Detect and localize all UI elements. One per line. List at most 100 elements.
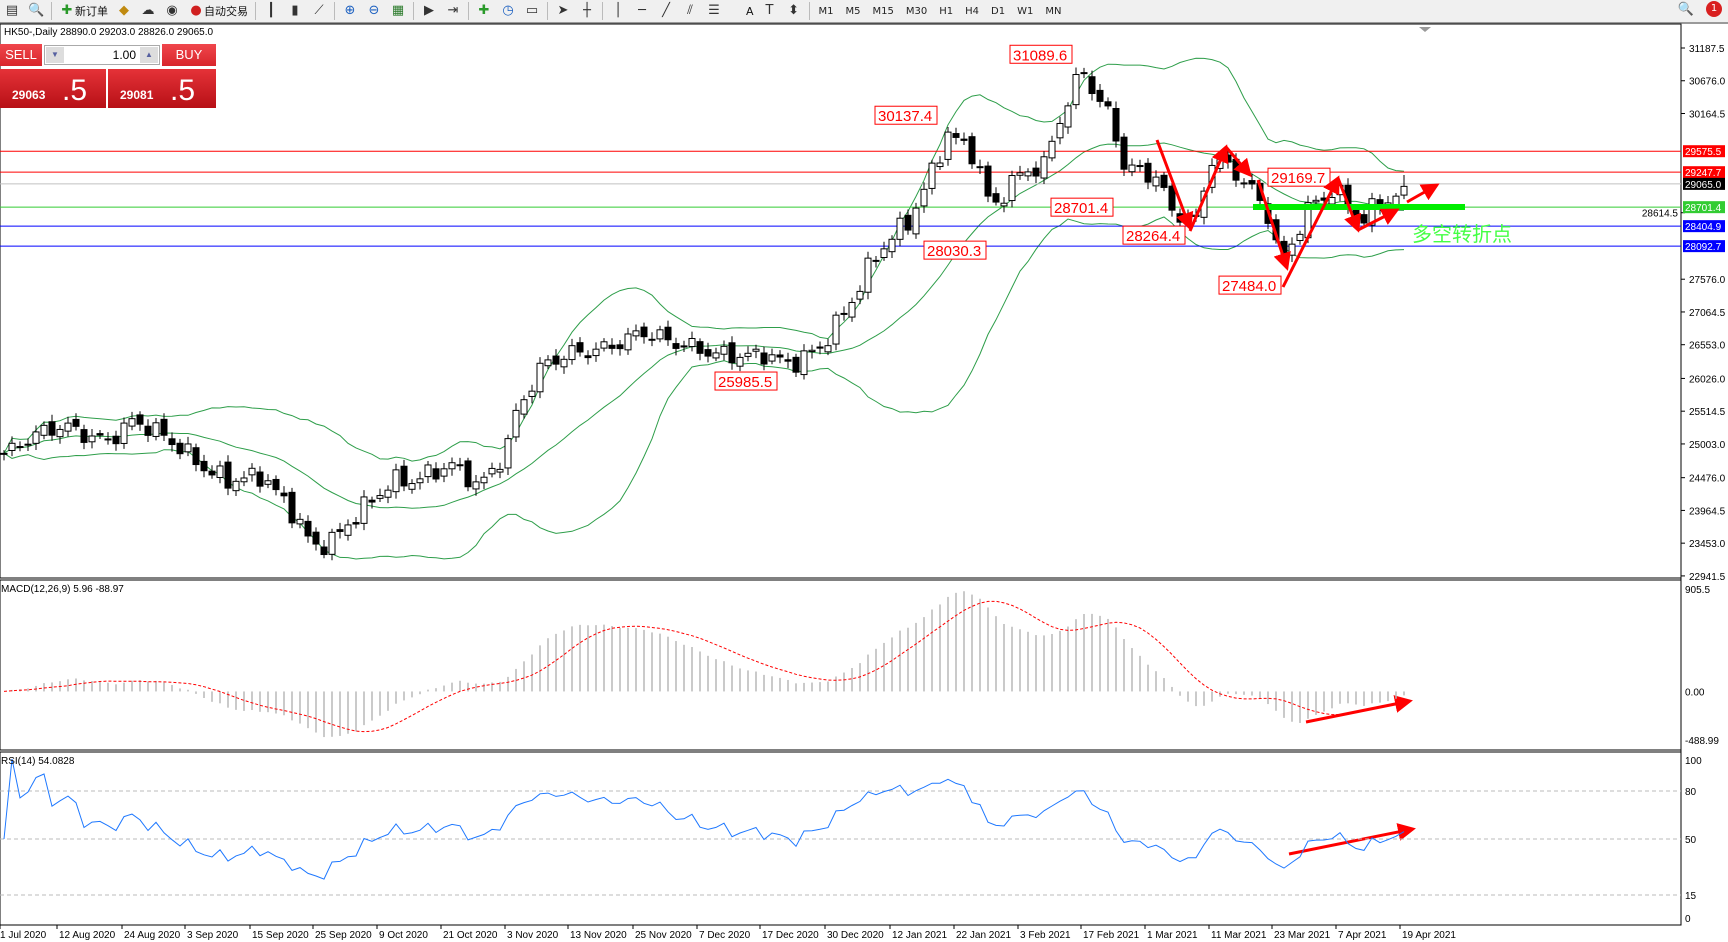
date-label: 15 Sep 2020 [252, 930, 309, 941]
candle-bull [1288, 243, 1296, 256]
sell-price-box[interactable]: 29063 .5 [0, 69, 106, 108]
toolbar-separator [602, 2, 603, 20]
buy-price-box[interactable]: 29081 .5 [108, 69, 216, 108]
candle-bear [776, 354, 784, 358]
equidistant-channel-icon: ⫽ [687, 3, 693, 18]
candle-bull [928, 162, 936, 189]
macd-tick-zero: 0.00 [1685, 687, 1705, 698]
expert-button[interactable]: ◆ [112, 1, 136, 21]
timeframe-d1[interactable]: D1 [991, 5, 1006, 17]
trendline-button[interactable]: ╱ [654, 1, 678, 21]
price-line-tag [1683, 145, 1725, 158]
chart-shift-button[interactable]: ⇥ [441, 1, 465, 21]
price-tick-label: 24476.0 [1689, 474, 1726, 485]
candle-bull [864, 257, 872, 293]
timeframe-m5[interactable]: M5 [845, 5, 861, 17]
support-annotation-box [1050, 197, 1114, 217]
tile-windows-button[interactable]: ▦ [386, 1, 410, 21]
text-button[interactable]: A [726, 1, 758, 21]
candle-bull [648, 338, 656, 341]
search-icon[interactable]: 🔍 [1677, 2, 1694, 17]
bar-chart-button[interactable]: ┃ [259, 1, 283, 21]
price-tick-label: 28614.5 [1642, 209, 1679, 220]
zoom-out-button[interactable]: ⊖ [362, 1, 386, 21]
timeframe-w1[interactable]: W1 [1017, 5, 1034, 17]
text-label-button[interactable]: T [758, 1, 782, 21]
horizontal-line-button[interactable]: ─ [630, 1, 654, 21]
price-tick-label: 22941.5 [1689, 572, 1726, 583]
cursor-button[interactable]: ➤ [551, 1, 575, 21]
date-label: 11 Mar 2021 [1211, 930, 1267, 941]
rsi-line [3, 758, 1405, 880]
timeframe-m30[interactable]: M30 [905, 5, 928, 17]
candle-bull [1240, 182, 1248, 185]
equidistant-channel-button[interactable]: ⫽ [678, 1, 702, 21]
candle-bear [704, 349, 712, 357]
zoom-in-button[interactable]: ⊕ [338, 1, 362, 21]
increase-volume-button[interactable]: ▲ [140, 47, 158, 63]
candle-bear [784, 359, 792, 362]
fibonacci-button[interactable]: ☰ [702, 1, 726, 21]
arrows-button[interactable]: ⬍ [782, 1, 806, 21]
buy-button[interactable]: BUY [162, 44, 216, 66]
toolbar-label: 自动交易 [204, 5, 248, 18]
candle-bull [488, 467, 496, 475]
candle-bull [536, 362, 544, 393]
templates-icon: ▭ [525, 3, 539, 18]
auto-trading-button[interactable]: ● 自动交易 [184, 1, 252, 21]
low-annotation-label: 25985.5 [718, 374, 772, 391]
template-button[interactable]: 🔍 [24, 1, 48, 21]
price-tick-label: 26553.0 [1689, 341, 1726, 352]
candle-bull [840, 312, 848, 315]
periods-button[interactable]: ◷ [496, 1, 520, 21]
candle-bull [1024, 171, 1032, 177]
notification-badge[interactable]: 1 [1706, 1, 1722, 17]
volume-input[interactable]: 1.00 [112, 48, 136, 62]
line-chart-button[interactable]: ⟋ [307, 1, 331, 21]
candle-bear [96, 433, 104, 436]
timeframe-m1[interactable]: M1 [818, 5, 834, 17]
volume-stepper[interactable]: ▼ 1.00 ▲ [44, 45, 160, 65]
candle-bear [280, 492, 288, 497]
candle-bear [1088, 76, 1096, 95]
signal-button[interactable]: ◉ [160, 1, 184, 21]
timeframe-mn[interactable]: MN [1045, 5, 1062, 17]
new-order-button[interactable]: ✚ 新订单 [55, 1, 112, 21]
autoscroll-button[interactable]: ▶ [417, 1, 441, 21]
candlestick-button[interactable]: ▮ [283, 1, 307, 21]
candle-bull [232, 480, 240, 492]
candle-bull [248, 467, 256, 476]
price-line-tag [1683, 177, 1725, 190]
candle-bull [496, 468, 504, 473]
price-line-tag [1683, 166, 1725, 179]
history-button[interactable]: ☁ [136, 1, 160, 21]
candle-bear [304, 520, 312, 537]
candle-bull [1328, 197, 1336, 205]
buy-price-fraction: .5 [170, 74, 196, 107]
candle-bull [64, 422, 72, 432]
candle-bear [368, 499, 376, 503]
new-chart-button[interactable]: ▤ [0, 1, 24, 21]
bollinger-upper-band [3, 57, 1405, 462]
vertical-line-button[interactable]: │ [606, 1, 630, 21]
date-label: 3 Nov 2020 [507, 930, 559, 941]
candle-bull [360, 496, 368, 524]
timeframe-h1[interactable]: H1 [939, 5, 954, 17]
toolbar-separator [547, 2, 548, 20]
timeframe-m15[interactable]: M15 [872, 5, 894, 17]
timeframe-h4[interactable]: H4 [965, 5, 980, 17]
templates-button[interactable]: ▭ [520, 1, 544, 21]
candle-bear [136, 414, 144, 425]
decrease-volume-button[interactable]: ▼ [46, 47, 64, 63]
sell-button[interactable]: SELL [0, 44, 42, 66]
crosshair-button[interactable]: ┼ [575, 1, 599, 21]
candle-bull [328, 531, 336, 555]
candle-bull [920, 188, 928, 207]
tile-windows-icon: ▦ [391, 3, 405, 18]
high-annotation-label: 29169.7 [1271, 170, 1325, 187]
toolbar: ▤ 🔍 ✚ 新订单 ◆ ☁ ◉ ● 自动交易 ┃ ▮ ⟋ ⊕ ⊖ ▦ ▶ ⇥ ✚ ◷ ▭ ➤ ┼ │ ─ ╱ ⫽ ☰ A T ⬍ M1 M5 M… [0, 0, 1728, 24]
indicators-button[interactable]: ✚ [472, 1, 496, 21]
price-line-tag-label: 28092.7 [1685, 242, 1722, 253]
date-label: 17 Dec 2020 [762, 930, 819, 941]
